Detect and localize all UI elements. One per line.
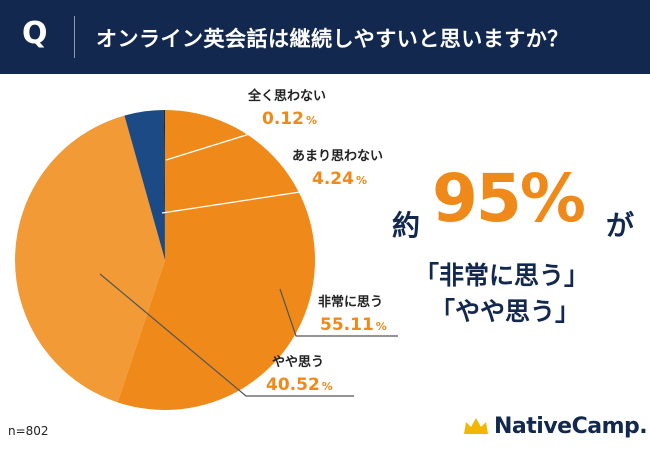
slice-yaya [15, 115, 166, 403]
label-value-yaya: 40.52% [266, 375, 333, 395]
headline-suffix: が [606, 209, 635, 242]
value-amari: 4.24 [312, 169, 354, 189]
leader-amari [161, 191, 380, 214]
pct-sign: % [376, 320, 387, 333]
label-value-zenku: 0.12% [262, 109, 317, 129]
header-divider [74, 16, 75, 58]
leader-hijou [279, 288, 398, 337]
label-group-hijou: 非常に思う 55.11% [318, 294, 387, 335]
slice-hijou [117, 110, 316, 410]
slice-zenku [163, 110, 165, 260]
label-group-amari: あまり思わない 4.24% [292, 149, 383, 189]
pct-sign: % [306, 114, 317, 127]
label-value-hijou: 55.11% [320, 315, 387, 335]
label-group-zenku: 全く思わない 0.12% [247, 88, 326, 129]
pie-slices [15, 110, 316, 410]
headline: 約 95% が [392, 160, 648, 256]
value-yaya: 40.52 [266, 375, 320, 395]
pct-sign: % [356, 174, 367, 187]
headline-line1: 「非常に思う」 [414, 261, 590, 290]
slice-amari [124, 110, 165, 260]
brand-name: NativeCamp. [494, 414, 648, 439]
headline-prefix: 約 [392, 209, 421, 242]
headline-line2: 「やや思う」 [430, 297, 581, 326]
question-header: Q オンライン英会話は継続しやすいと思いますか？ [0, 0, 650, 74]
leader-zenku [165, 131, 340, 161]
label-value-amari: 4.24% [312, 169, 367, 189]
sample-size: n=802 [8, 424, 49, 438]
label-name-amari: あまり思わない [292, 149, 383, 164]
value-hijou: 55.11 [320, 315, 374, 335]
pct-sign: % [322, 380, 333, 393]
leader-yaya [99, 273, 354, 397]
leader-lines [99, 131, 398, 397]
pie-chart: 全く思わない 0.12% あまり思わない 4.24% 非常に思う 55.11% … [15, 88, 398, 410]
label-group-yaya: やや思う 40.52% [266, 355, 333, 395]
headline-big-number: 95% [432, 160, 586, 237]
q-mark: Q [22, 16, 48, 51]
crown-icon [464, 418, 488, 434]
label-name-hijou: 非常に思う [318, 294, 383, 310]
value-zenku: 0.12 [262, 109, 304, 129]
label-name-zenku: 全く思わない [247, 88, 326, 104]
label-name-yaya: やや思う [272, 355, 324, 370]
question-text: オンライン英会話は継続しやすいと思いますか？ [96, 27, 569, 51]
